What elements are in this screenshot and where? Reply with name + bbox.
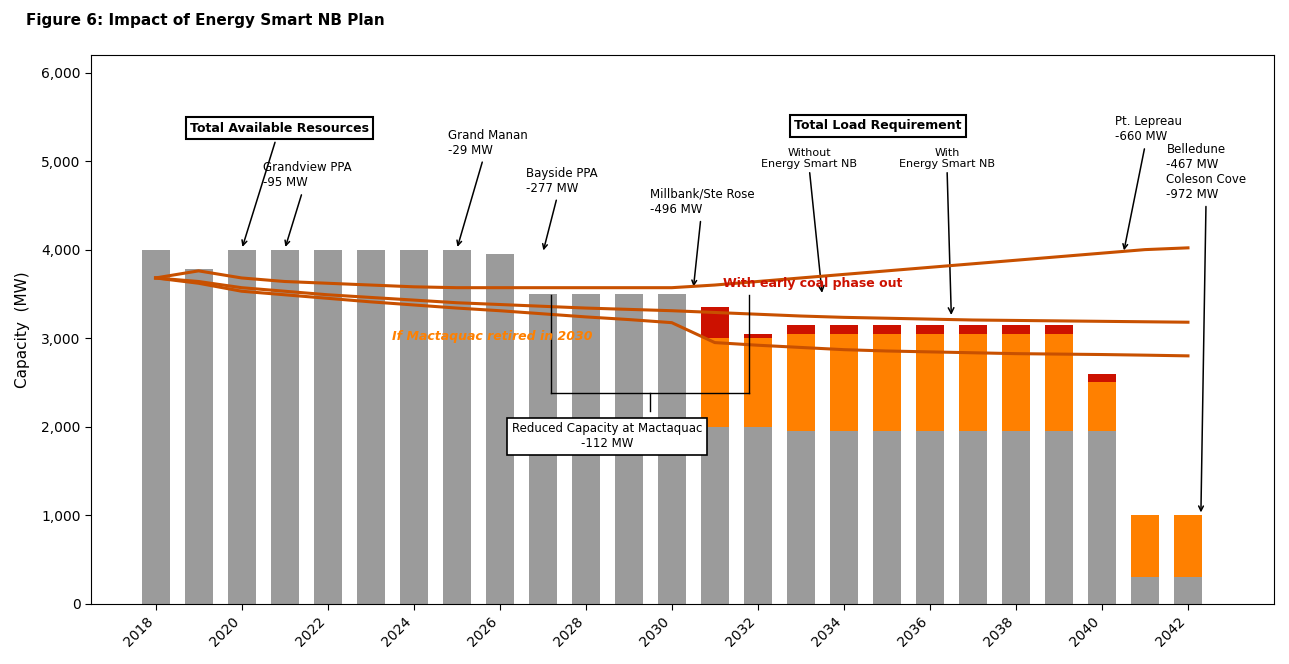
Bar — [830, 334, 857, 431]
Text: Total Load Requirement: Total Load Requirement — [794, 120, 962, 133]
Bar — [1002, 334, 1030, 431]
Bar — [1174, 515, 1201, 577]
Text: If Mactaquac retired in 2030: If Mactaquac retired in 2030 — [392, 330, 593, 343]
Bar — [786, 431, 815, 604]
Bar — [271, 250, 299, 604]
Bar — [442, 250, 470, 604]
Text: Grandview PPA
-95 MW: Grandview PPA -95 MW — [263, 161, 352, 245]
Bar — [615, 294, 643, 604]
Text: With early coal phase out: With early coal phase out — [723, 277, 902, 290]
Bar — [744, 338, 772, 427]
Text: Reduced Capacity at Mactaquac
-112 MW: Reduced Capacity at Mactaquac -112 MW — [512, 422, 703, 450]
Bar — [1088, 382, 1116, 431]
Bar — [959, 325, 987, 334]
Bar — [572, 294, 599, 604]
Bar — [142, 250, 170, 604]
Bar — [1174, 577, 1201, 604]
Bar — [313, 250, 342, 604]
Text: With
Energy Smart NB: With Energy Smart NB — [898, 148, 995, 169]
Bar — [959, 431, 987, 604]
Text: Grand Manan
-29 MW: Grand Manan -29 MW — [449, 129, 527, 245]
Text: Millbank/Ste Rose
-496 MW: Millbank/Ste Rose -496 MW — [650, 188, 755, 285]
Bar — [1002, 325, 1030, 334]
Bar — [873, 334, 901, 431]
Bar — [1088, 431, 1116, 604]
Bar — [400, 250, 428, 604]
Bar — [916, 431, 944, 604]
Bar — [184, 269, 213, 604]
Bar — [1045, 334, 1072, 431]
Bar — [744, 334, 772, 338]
Y-axis label: Capacity  (MW): Capacity (MW) — [15, 271, 30, 388]
Bar — [701, 338, 728, 427]
Bar — [786, 325, 815, 334]
Bar — [786, 334, 815, 431]
Bar — [959, 334, 987, 431]
Bar — [830, 325, 857, 334]
Bar — [744, 427, 772, 604]
Bar — [486, 254, 514, 604]
Bar — [1130, 577, 1159, 604]
Bar — [830, 431, 857, 604]
Text: Figure 6: Impact of Energy Smart NB Plan: Figure 6: Impact of Energy Smart NB Plan — [26, 13, 384, 29]
Bar — [1045, 431, 1072, 604]
Text: Total Available Resources: Total Available Resources — [189, 122, 369, 245]
Bar — [228, 250, 255, 604]
Bar — [701, 427, 728, 604]
Bar — [357, 250, 384, 604]
Bar — [1130, 515, 1159, 577]
Bar — [873, 325, 901, 334]
Bar — [701, 307, 728, 338]
Text: Without
Energy Smart NB: Without Energy Smart NB — [762, 148, 857, 169]
Bar — [657, 294, 686, 604]
Bar — [916, 325, 944, 334]
Bar — [1045, 325, 1072, 334]
Bar — [916, 334, 944, 431]
Bar — [528, 294, 557, 604]
Text: Bayside PPA
-277 MW: Bayside PPA -277 MW — [526, 167, 597, 249]
Bar — [873, 431, 901, 604]
Bar — [1002, 431, 1030, 604]
Text: Pt. Lepreau
-660 MW: Pt. Lepreau -660 MW — [1115, 116, 1182, 249]
Bar — [1088, 374, 1116, 382]
Text: Belledune
-467 MW
Coleson Cove
-972 MW: Belledune -467 MW Coleson Cove -972 MW — [1167, 143, 1246, 511]
